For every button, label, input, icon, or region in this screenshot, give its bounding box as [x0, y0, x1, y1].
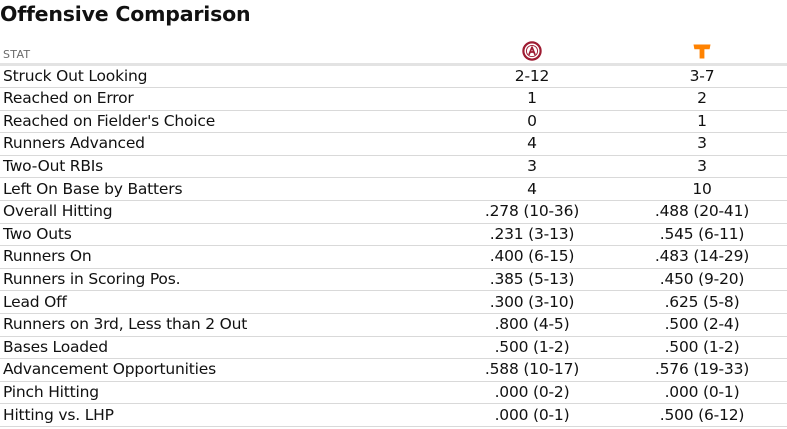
team1-value-cell: .278 (10-36) [447, 200, 617, 224]
team2-column-header [617, 35, 787, 66]
team2-value-cell: .000 (0-1) [617, 381, 787, 405]
stat-cell: Lead Off [0, 290, 447, 314]
table-row: Lead Off .300 (3-10) .625 (5-8) [0, 290, 787, 314]
stat-cell: Two-Out RBIs [0, 155, 447, 179]
team1-value-cell: 3 [447, 155, 617, 179]
table-row: Runners in Scoring Pos. .385 (5-13) .450 (… [0, 268, 787, 292]
table-row: Runners Advanced 4 3 [0, 132, 787, 156]
stat-cell: Runners Advanced [0, 132, 447, 156]
team2-value-cell: 2 [617, 87, 787, 111]
stat-cell: Overall Hitting [0, 200, 447, 224]
table-row: Hitting vs. LHP .000 (0-1) .500 (6-12) [0, 403, 787, 427]
team1-value-cell: .231 (3-13) [447, 223, 617, 247]
team1-value-cell: .000 (0-1) [447, 403, 617, 427]
stat-cell: Reached on Error [0, 87, 447, 111]
team2-value-cell: .483 (14-29) [617, 245, 787, 269]
team1-value-cell: 1 [447, 87, 617, 111]
stat-cell: Bases Loaded [0, 336, 447, 360]
stat-cell: Reached on Fielder's Choice [0, 110, 447, 134]
team1-value-cell: 4 [447, 177, 617, 201]
stat-cell: Struck Out Looking [0, 64, 447, 88]
table-header-row: STAT [0, 35, 787, 66]
table-row: Two-Out RBIs 3 3 [0, 155, 787, 179]
table-row: Reached on Error 1 2 [0, 87, 787, 111]
alabama-logo-icon [522, 41, 542, 61]
table-row: Bases Loaded .500 (1-2) .500 (1-2) [0, 336, 787, 360]
table-row: Left On Base by Batters 4 10 [0, 177, 787, 201]
team2-value-cell: 3 [617, 132, 787, 156]
stat-cell: Hitting vs. LHP [0, 403, 447, 427]
team1-value-cell: .000 (0-2) [447, 381, 617, 405]
team2-value-cell: .488 (20-41) [617, 200, 787, 224]
table-row: Reached on Fielder's Choice 0 1 [0, 110, 787, 134]
table-row: Advancement Opportunities .588 (10-17) .57… [0, 358, 787, 382]
stat-cell: Runners in Scoring Pos. [0, 268, 447, 292]
team2-value-cell: .625 (5-8) [617, 290, 787, 314]
team1-value-cell: .500 (1-2) [447, 336, 617, 360]
table-row: Runners On .400 (6-15) .483 (14-29) [0, 245, 787, 269]
table-row: Struck Out Looking 2-12 3-7 [0, 64, 787, 88]
stat-column-header: STAT [0, 35, 447, 66]
team2-value-cell: 10 [617, 177, 787, 201]
team1-value-cell: .385 (5-13) [447, 268, 617, 292]
team1-value-cell: .800 (4-5) [447, 313, 617, 337]
team2-value-cell: 1 [617, 110, 787, 134]
tennessee-logo-icon [693, 44, 711, 59]
page-title: Offensive Comparison [0, 2, 251, 26]
team1-value-cell: 4 [447, 132, 617, 156]
team2-value-cell: .500 (6-12) [617, 403, 787, 427]
table-row: Pinch Hitting .000 (0-2) .000 (0-1) [0, 381, 787, 405]
team2-value-cell: .500 (1-2) [617, 336, 787, 360]
stat-cell: Pinch Hitting [0, 381, 447, 405]
table-row: Overall Hitting .278 (10-36) .488 (20-41) [0, 200, 787, 224]
team2-value-cell: 3-7 [617, 64, 787, 88]
table-row: Two Outs .231 (3-13) .545 (6-11) [0, 223, 787, 247]
team2-value-cell: .500 (2-4) [617, 313, 787, 337]
team1-value-cell: 0 [447, 110, 617, 134]
table-row: Runners on 3rd, Less than 2 Out .800 (4-5… [0, 313, 787, 337]
team1-value-cell: 2-12 [447, 64, 617, 88]
team1-column-header [447, 35, 617, 66]
stat-cell: Two Outs [0, 223, 447, 247]
offensive-comparison-table: STAT Struck Out Looking 2-12 3-7 Reached on… [0, 35, 787, 427]
stat-cell: Left On Base by Batters [0, 177, 447, 201]
team1-value-cell: .400 (6-15) [447, 245, 617, 269]
team1-value-cell: .300 (3-10) [447, 290, 617, 314]
team2-value-cell: .576 (19-33) [617, 358, 787, 382]
team2-value-cell: .450 (9-20) [617, 268, 787, 292]
team1-value-cell: .588 (10-17) [447, 358, 617, 382]
team2-value-cell: 3 [617, 155, 787, 179]
team2-value-cell: .545 (6-11) [617, 223, 787, 247]
stat-cell: Runners on 3rd, Less than 2 Out [0, 313, 447, 337]
stat-cell: Runners On [0, 245, 447, 269]
stat-cell: Advancement Opportunities [0, 358, 447, 382]
